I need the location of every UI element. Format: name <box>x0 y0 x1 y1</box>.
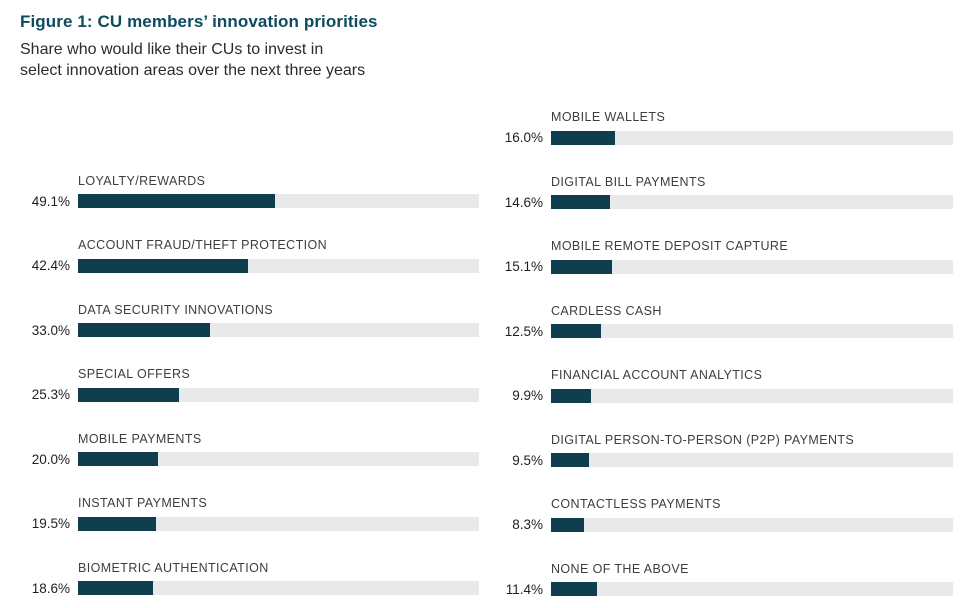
bar-track <box>551 582 953 596</box>
bar-line: 18.6% <box>0 581 479 596</box>
figure-header: Figure 1: CU members’ innovation priorit… <box>20 12 378 81</box>
bar-value-label: 25.3% <box>31 387 70 402</box>
bar-row: FINANCIAL ACCOUNT ANALYTICS 9.9% <box>473 368 953 403</box>
bar-row: NONE OF THE ABOVE 11.4% <box>473 562 953 597</box>
bar-category-label: CARDLESS CASH <box>551 303 662 318</box>
bar-row: MOBILE REMOTE DEPOSIT CAPTURE 15.1% <box>473 239 953 274</box>
bar-value-label: 9.9% <box>512 388 543 403</box>
bar-track <box>551 259 953 274</box>
bar-line: 12.5% <box>473 324 953 339</box>
bar-track <box>78 323 479 337</box>
bar-row: SPECIAL OFFERS 25.3% <box>0 367 479 402</box>
bar-value-label: 19.5% <box>31 516 70 531</box>
bar-row: CONTACTLESS PAYMENTS 8.3% <box>473 497 953 532</box>
bar-value-label: 14.6% <box>504 194 543 210</box>
bar-line: 14.6% <box>473 195 953 210</box>
bar-track <box>78 452 479 466</box>
bar-line: 8.3% <box>473 517 953 532</box>
bar-line: 11.4% <box>473 582 953 597</box>
bar-track <box>551 324 953 338</box>
bar-fill <box>551 453 590 467</box>
bar-row: MOBILE WALLETS 16.0% <box>473 110 953 145</box>
bar-row: BIOMETRIC AUTHENTICATION 18.6% <box>0 561 479 596</box>
bar-track <box>78 516 479 531</box>
bar-fill <box>78 581 153 595</box>
bar-category-label: SPECIAL OFFERS <box>78 367 191 381</box>
bar-value-label: 8.3% <box>512 517 543 532</box>
bar-fill <box>551 130 616 145</box>
bar-fill <box>78 323 211 337</box>
bar-category-label: MOBILE PAYMENTS <box>78 431 202 446</box>
bar-category-label: INSTANT PAYMENTS <box>78 496 208 510</box>
bar-category-label: MOBILE REMOTE DEPOSIT CAPTURE <box>551 239 789 253</box>
bar-line: 25.3% <box>0 387 479 402</box>
bar-track <box>551 195 953 209</box>
bar-line: 19.5% <box>0 516 479 531</box>
bar-value-label: 12.5% <box>504 323 543 339</box>
bar-category-label: NONE OF THE ABOVE <box>551 561 689 576</box>
bar-category-label: MOBILE WALLETS <box>551 110 666 124</box>
bar-fill <box>551 582 597 596</box>
bar-track <box>78 194 479 208</box>
bar-line: 15.1% <box>473 259 953 274</box>
bar-fill <box>551 195 610 209</box>
bar-value-label: 20.0% <box>31 451 70 467</box>
bar-category-label: CONTACTLESS PAYMENTS <box>551 497 721 511</box>
bar-fill <box>78 516 157 531</box>
chart-column-right: MOBILE WALLETS 16.0% DIGITAL BILL PAYMEN… <box>473 110 953 597</box>
bar-line: 16.0% <box>473 130 953 145</box>
bar-line: 20.0% <box>0 452 479 467</box>
bar-value-label: 49.1% <box>31 193 70 209</box>
bar-fill <box>78 387 180 402</box>
bar-line: 9.9% <box>473 388 953 403</box>
bar-value-label: 11.4% <box>505 581 543 597</box>
bar-fill <box>78 258 249 273</box>
chart-column-left: LOYALTY/REWARDS 49.1% ACCOUNT FRAUD/THEF… <box>0 110 479 596</box>
bar-track <box>551 388 953 403</box>
bar-row: DIGITAL PERSON-TO-PERSON (P2P) PAYMENTS … <box>473 433 953 468</box>
bar-track <box>551 453 953 467</box>
bar-value-label: 16.0% <box>504 130 543 145</box>
figure-subtitle-line-1: Share who would like their CUs to invest… <box>20 41 324 58</box>
bar-line: 42.4% <box>0 258 479 273</box>
bar-fill <box>78 452 159 466</box>
bar-value-label: 42.4% <box>31 258 70 273</box>
bar-row: DATA SECURITY INNOVATIONS 33.0% <box>0 303 479 338</box>
bar-track <box>78 581 479 595</box>
bar-category-label: DIGITAL PERSON-TO-PERSON (P2P) PAYMENTS <box>551 432 855 447</box>
bar-track <box>551 517 953 532</box>
bar-track <box>78 387 479 402</box>
bar-value-label: 15.1% <box>504 259 543 274</box>
bar-value-label: 9.5% <box>512 452 543 468</box>
bar-line: 33.0% <box>0 323 479 338</box>
bar-line: 49.1% <box>0 194 479 209</box>
bar-track <box>78 258 479 273</box>
bar-category-label: ACCOUNT FRAUD/THEFT PROTECTION <box>78 238 328 252</box>
figure-title: Figure 1: CU members’ innovation priorit… <box>20 12 378 31</box>
bar-track <box>551 130 953 145</box>
bar-row: CARDLESS CASH 12.5% <box>473 304 953 339</box>
bar-row: LOYALTY/REWARDS 49.1% <box>0 174 479 209</box>
bar-category-label: FINANCIAL ACCOUNT ANALYTICS <box>551 368 763 382</box>
bar-row: ACCOUNT FRAUD/THEFT PROTECTION 42.4% <box>0 238 479 273</box>
bar-category-label: LOYALTY/REWARDS <box>78 173 206 188</box>
bar-fill <box>551 388 591 403</box>
figure-subtitle: Share who would like their CUs to invest… <box>20 39 378 81</box>
bar-value-label: 33.0% <box>31 322 70 338</box>
bar-value-label: 18.6% <box>31 580 70 596</box>
bar-category-label: DIGITAL BILL PAYMENTS <box>551 174 706 189</box>
bar-line: 9.5% <box>473 453 953 468</box>
bar-fill <box>551 324 602 338</box>
bar-fill <box>78 194 275 208</box>
bar-row: MOBILE PAYMENTS 20.0% <box>0 432 479 467</box>
bar-category-label: DATA SECURITY INNOVATIONS <box>78 302 273 317</box>
bar-fill <box>551 259 612 274</box>
bar-row: DIGITAL BILL PAYMENTS 14.6% <box>473 175 953 210</box>
bar-category-label: BIOMETRIC AUTHENTICATION <box>78 560 269 575</box>
bar-row: INSTANT PAYMENTS 19.5% <box>0 496 479 531</box>
bar-fill <box>551 517 585 532</box>
figure-subtitle-line-2: select innovation areas over the next th… <box>20 62 366 79</box>
